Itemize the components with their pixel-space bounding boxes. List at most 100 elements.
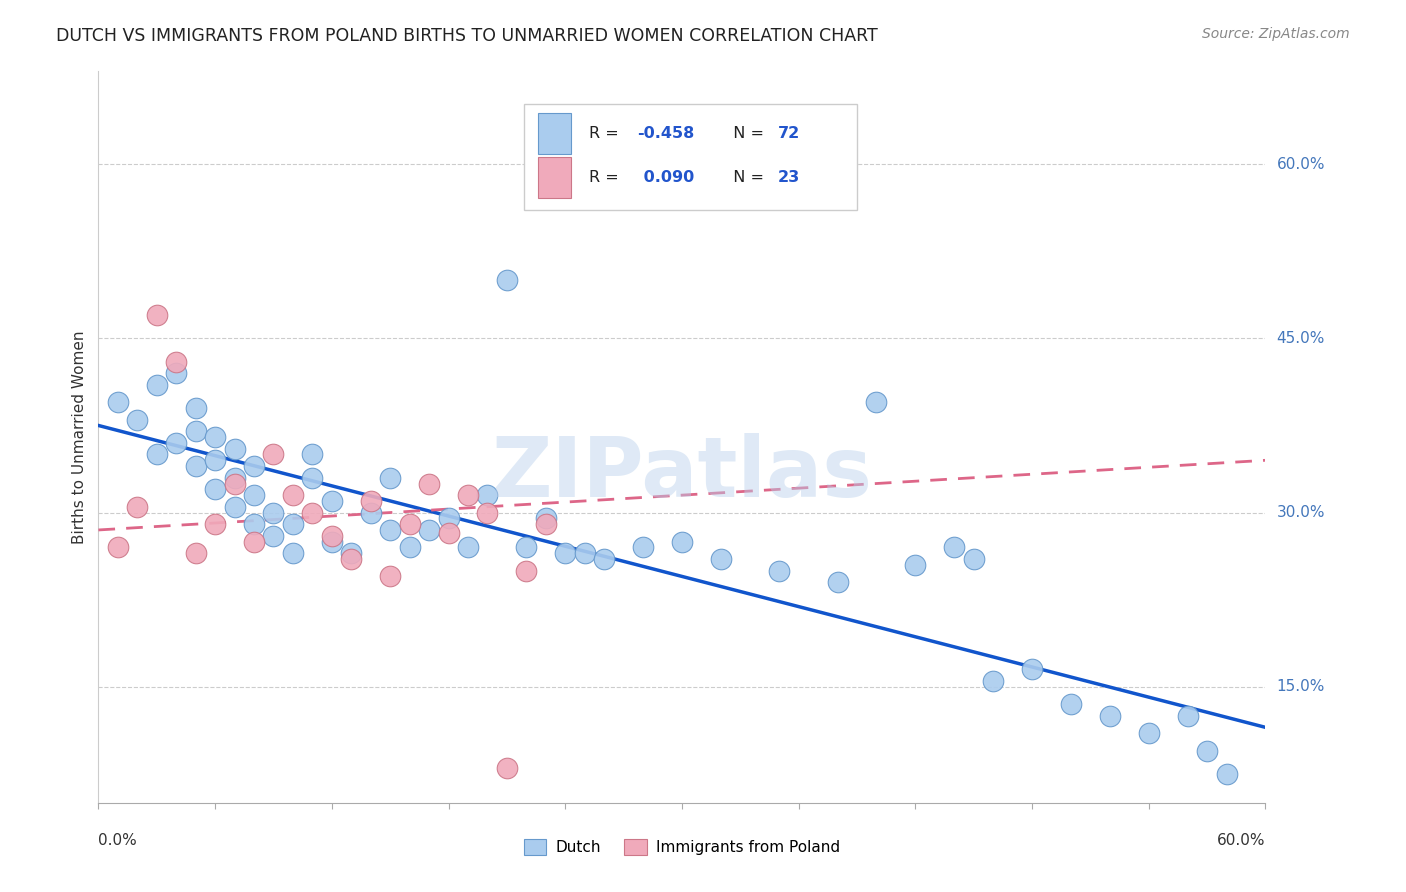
Point <box>962 552 984 566</box>
Point <box>904 558 927 572</box>
Text: N =: N = <box>723 169 769 185</box>
Text: R =: R = <box>589 169 623 185</box>
Point <box>554 546 576 560</box>
Point <box>360 494 382 508</box>
Point <box>165 354 187 368</box>
Point <box>1177 708 1199 723</box>
Point <box>865 395 887 409</box>
Point <box>981 673 1004 688</box>
Text: 15.0%: 15.0% <box>1277 679 1324 694</box>
Point <box>301 506 323 520</box>
Point <box>457 488 479 502</box>
Point <box>301 471 323 485</box>
Point <box>321 534 343 549</box>
Point <box>1195 743 1218 757</box>
Point <box>204 430 226 444</box>
Point <box>768 564 790 578</box>
Point <box>398 517 420 532</box>
Point <box>1215 766 1237 780</box>
Point <box>243 459 266 474</box>
Legend: Dutch, Immigrants from Poland: Dutch, Immigrants from Poland <box>517 833 846 861</box>
Text: 0.0%: 0.0% <box>98 833 138 848</box>
Point <box>243 488 266 502</box>
FancyBboxPatch shape <box>538 157 571 197</box>
Point <box>301 448 323 462</box>
Point <box>631 541 654 555</box>
Point <box>204 517 226 532</box>
Point <box>710 552 733 566</box>
Point <box>515 541 537 555</box>
Text: 23: 23 <box>778 169 800 185</box>
Point <box>437 511 460 525</box>
Point <box>204 483 226 497</box>
Point <box>593 552 616 566</box>
Point <box>224 500 246 514</box>
Point <box>184 546 207 560</box>
Point <box>671 534 693 549</box>
Point <box>107 395 129 409</box>
Point <box>943 541 966 555</box>
Point <box>184 424 207 438</box>
Point <box>281 488 304 502</box>
Point <box>496 761 519 775</box>
Text: 45.0%: 45.0% <box>1277 331 1324 346</box>
Point <box>224 471 246 485</box>
Point <box>262 448 284 462</box>
Point <box>184 459 207 474</box>
Point <box>281 546 304 560</box>
Point <box>360 506 382 520</box>
Point <box>262 529 284 543</box>
Point <box>1137 726 1160 740</box>
Point <box>380 569 402 583</box>
Point <box>380 471 402 485</box>
Point <box>496 273 519 287</box>
FancyBboxPatch shape <box>538 113 571 153</box>
Point <box>437 526 460 541</box>
Point <box>243 517 266 532</box>
Text: 72: 72 <box>778 126 800 141</box>
Text: DUTCH VS IMMIGRANTS FROM POLAND BIRTHS TO UNMARRIED WOMEN CORRELATION CHART: DUTCH VS IMMIGRANTS FROM POLAND BIRTHS T… <box>56 27 877 45</box>
Point <box>243 534 266 549</box>
Point <box>1060 697 1083 711</box>
Point <box>477 506 499 520</box>
Point <box>146 448 169 462</box>
Point <box>380 523 402 537</box>
Text: 60.0%: 60.0% <box>1277 157 1324 172</box>
Point <box>534 517 557 532</box>
Point <box>398 541 420 555</box>
Text: 0.090: 0.090 <box>637 169 693 185</box>
Point <box>127 412 149 426</box>
Point <box>1021 662 1043 676</box>
Point <box>127 500 149 514</box>
Text: N =: N = <box>723 126 769 141</box>
Point <box>262 506 284 520</box>
Point <box>281 517 304 532</box>
Y-axis label: Births to Unmarried Women: Births to Unmarried Women <box>72 330 87 544</box>
Text: -0.458: -0.458 <box>637 126 695 141</box>
Point <box>457 541 479 555</box>
Point <box>340 552 363 566</box>
Point <box>534 511 557 525</box>
Point <box>165 366 187 380</box>
Point <box>184 401 207 415</box>
Text: 30.0%: 30.0% <box>1277 505 1324 520</box>
Point <box>477 488 499 502</box>
Point <box>224 476 246 491</box>
Point <box>321 494 343 508</box>
Text: R =: R = <box>589 126 623 141</box>
Point <box>204 453 226 467</box>
Point <box>515 564 537 578</box>
FancyBboxPatch shape <box>524 104 856 211</box>
Point <box>574 546 596 560</box>
Point <box>418 476 440 491</box>
Text: Source: ZipAtlas.com: Source: ZipAtlas.com <box>1202 27 1350 41</box>
Point <box>340 546 363 560</box>
Text: 60.0%: 60.0% <box>1218 833 1265 848</box>
Point <box>827 575 849 590</box>
Point <box>146 377 169 392</box>
Point <box>107 541 129 555</box>
Point <box>146 308 169 322</box>
Point <box>1098 708 1121 723</box>
Text: ZIPatlas: ZIPatlas <box>492 434 872 514</box>
Point <box>418 523 440 537</box>
